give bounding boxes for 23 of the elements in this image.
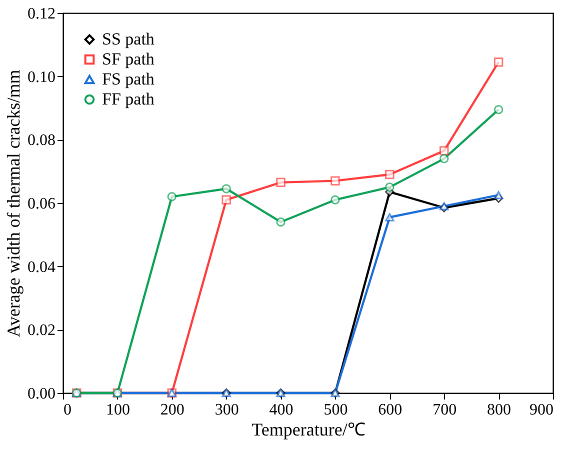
x-tick-label: 800: [487, 402, 512, 418]
y-tick-label: 0.10: [28, 68, 56, 86]
x-tick-label: 100: [106, 402, 130, 418]
x-tick-label: 700: [432, 402, 457, 418]
y-tick-label: 0.12: [28, 6, 56, 22]
legend-label: FS path: [102, 70, 155, 88]
x-tick-label: 200: [160, 402, 184, 418]
y-tick-label: 0.06: [28, 196, 56, 212]
y-tick-label: 0.02: [28, 322, 56, 340]
x-tick-label: 0: [64, 402, 72, 418]
legend-label: SS path: [102, 30, 155, 48]
x-tick-label: 400: [269, 402, 294, 418]
x-tick-label: 500: [324, 402, 348, 418]
legend-label: SF path: [102, 50, 155, 68]
x-tick-label: 900: [530, 402, 554, 418]
x-tick-label: 300: [214, 402, 239, 418]
y-tick-label: 0.08: [28, 132, 56, 150]
legend-label: FF path: [102, 90, 155, 108]
x-tick-label: 600: [378, 402, 402, 418]
x-axis-title: Temperature/℃: [252, 420, 366, 440]
y-tick-label: 0.04: [28, 258, 56, 276]
y-axis-title: Average width of thermal cracks/mm: [4, 70, 24, 338]
y-tick-label: 0.00: [28, 386, 56, 402]
